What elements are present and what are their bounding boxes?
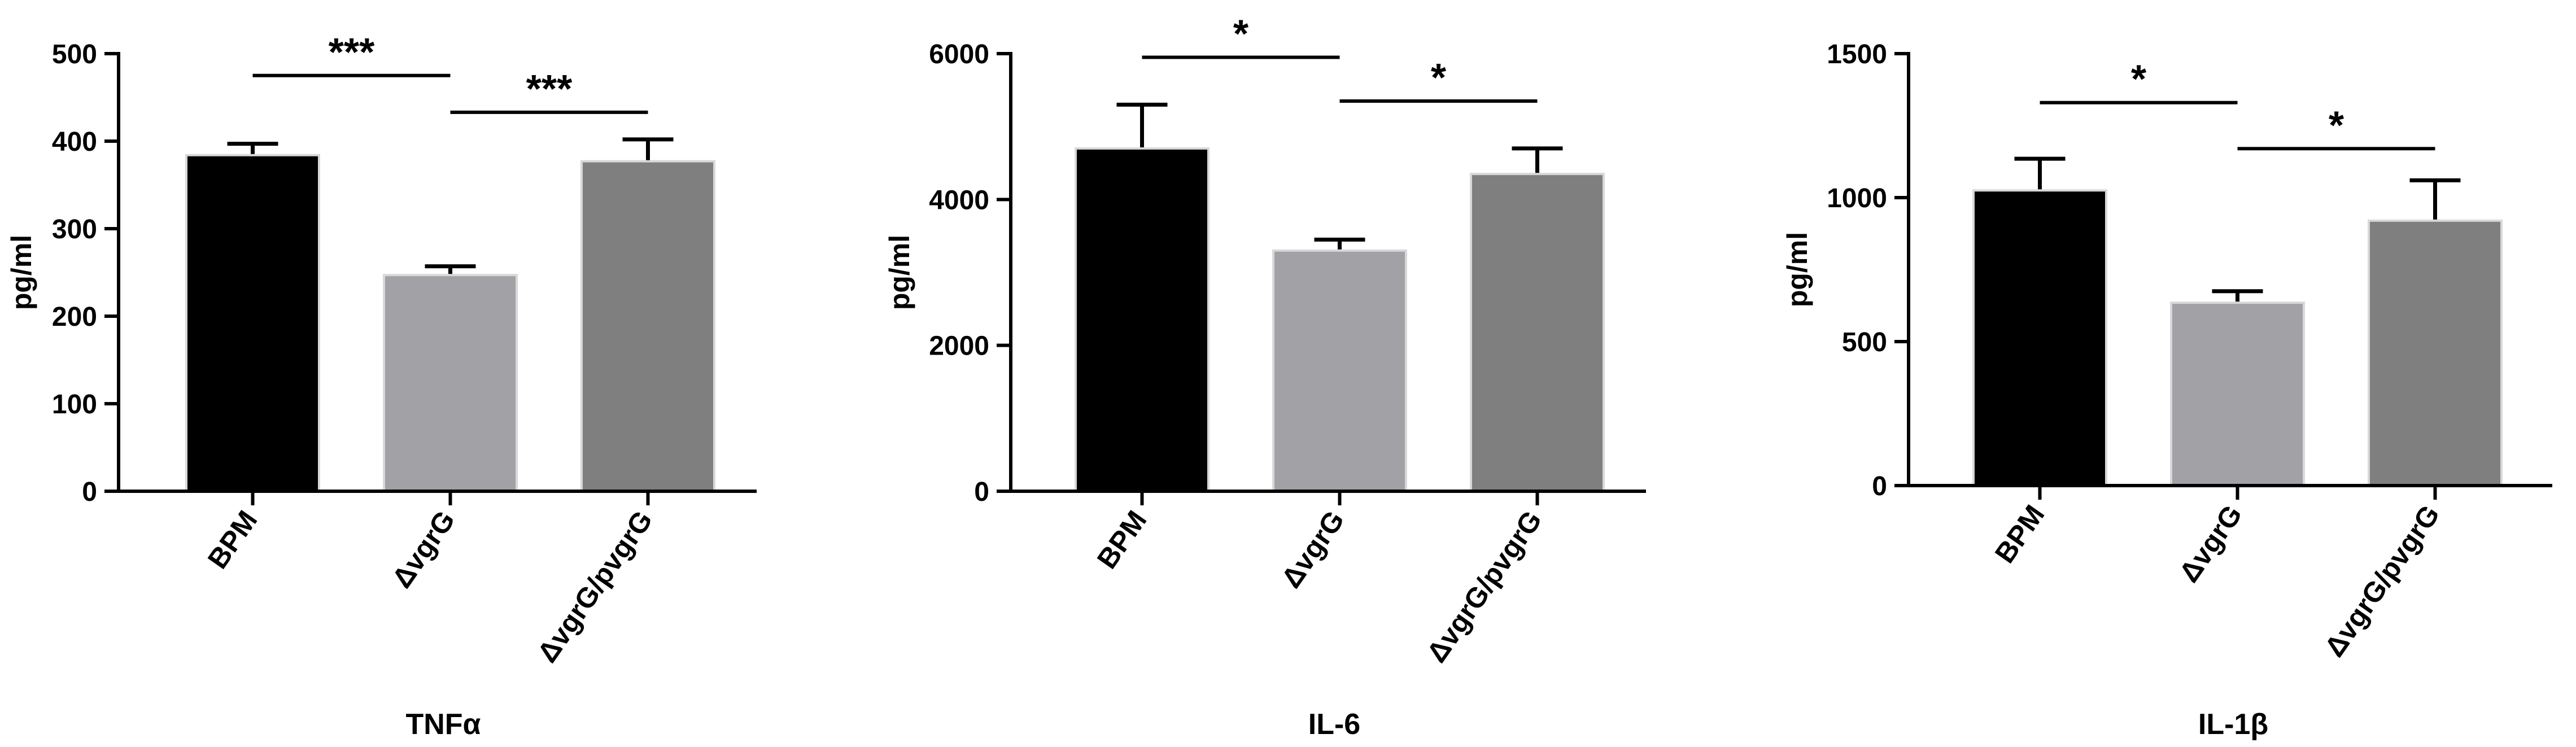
x-tick-label: BPM — [202, 505, 264, 574]
panel-3: BPM ΔvgrG ΔvgrG/pvgrG 0 500 1000 1500 pg/ml IL-1… — [1782, 40, 2552, 741]
y-tick-label: 1000 — [1827, 184, 1887, 213]
x-axis-title: TNFα — [405, 708, 481, 741]
x-tick-label: BPM — [1091, 505, 1153, 574]
x-tick-label: ΔvgrG — [1275, 505, 1350, 593]
x-axis-title: IL-6 — [1308, 708, 1360, 741]
bar-ΔvgrG/pvgrG — [1470, 173, 1605, 492]
significance-label: *** — [329, 30, 375, 74]
significance-label: *** — [526, 67, 573, 111]
x-tick-label: BPM — [1989, 499, 2051, 569]
x-tick-label: ΔvgrG — [386, 505, 461, 593]
panel-1: BPM ΔvgrG ΔvgrG/pvgrG 0 100 200 300 400 500 pg/ml… — [6, 30, 757, 741]
bar-ΔvgrG/pvgrG — [2368, 219, 2503, 487]
bar-BPM — [1972, 189, 2107, 487]
y-axis-label: pg/ml — [1782, 232, 1813, 307]
y-axis-label: pg/ml — [6, 235, 37, 310]
y-tick-label: 0 — [82, 477, 97, 507]
bar-ΔvgrG — [2170, 302, 2305, 487]
y-tick-label: 200 — [52, 302, 97, 332]
significance-label: * — [2131, 57, 2147, 101]
bar-ΔvgrG — [383, 274, 518, 492]
y-tick-label: 2000 — [929, 331, 989, 361]
y-tick-label: 500 — [1842, 327, 1887, 357]
bar-BPM — [1075, 147, 1210, 492]
y-tick-label: 100 — [52, 390, 97, 420]
significance-label: * — [1233, 11, 1249, 55]
y-tick-label: 4000 — [929, 185, 989, 215]
significance-label: * — [1431, 55, 1447, 99]
y-tick-label: 0 — [974, 477, 989, 507]
x-tick-label: ΔvgrG/pvgrG — [531, 505, 659, 668]
y-tick-label: 500 — [52, 40, 97, 69]
y-tick-label: 0 — [1872, 471, 1887, 501]
x-tick-label: ΔvgrG — [2173, 499, 2248, 588]
x-tick-label: ΔvgrG/pvgrG — [2319, 499, 2446, 662]
y-tick-label: 400 — [52, 127, 97, 157]
significance-label: * — [2329, 103, 2344, 147]
y-tick-label: 6000 — [929, 40, 989, 69]
y-tick-label: 1500 — [1827, 40, 1887, 69]
x-tick-label: ΔvgrG/pvgrG — [1421, 505, 1548, 668]
bar-ΔvgrG/pvgrG — [580, 160, 715, 492]
y-tick-label: 300 — [52, 215, 97, 244]
bar-ΔvgrG — [1272, 249, 1407, 492]
x-axis-title: IL-1β — [2198, 708, 2268, 741]
panel-2: BPM ΔvgrG ΔvgrG/pvgrG 0 2000 4000 6000 pg/ml IL-… — [884, 11, 1646, 741]
bar-BPM — [185, 154, 320, 492]
y-axis-label: pg/ml — [884, 235, 915, 310]
